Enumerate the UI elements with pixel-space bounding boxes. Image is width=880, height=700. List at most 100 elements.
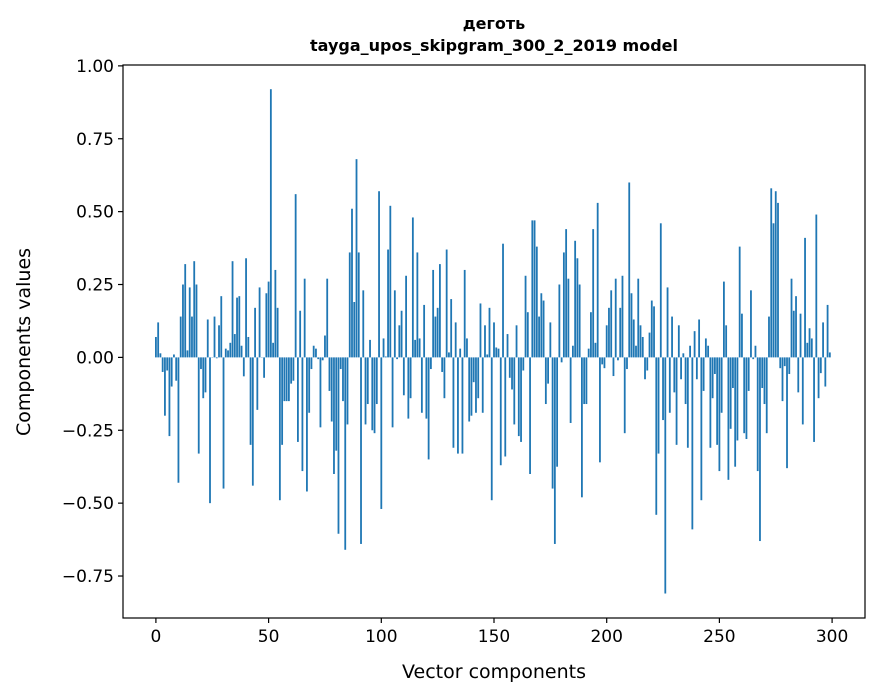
bar — [459, 349, 461, 358]
bar — [398, 325, 400, 357]
bar — [588, 349, 590, 358]
bar — [351, 209, 353, 358]
bar — [646, 357, 648, 370]
bar — [471, 357, 473, 415]
bar — [786, 357, 788, 468]
bar — [813, 357, 815, 442]
x-tick-label: 250 — [703, 627, 735, 647]
bar — [718, 357, 720, 471]
bar — [633, 319, 635, 357]
bar — [169, 357, 171, 436]
bar — [516, 325, 518, 357]
bar — [299, 311, 301, 358]
bar — [513, 357, 515, 424]
bar — [387, 250, 389, 358]
bar — [252, 357, 254, 485]
bar — [606, 325, 608, 357]
bar — [540, 293, 542, 357]
bar — [597, 203, 599, 358]
bar — [797, 357, 799, 392]
bar — [302, 357, 304, 471]
bar — [320, 357, 322, 427]
bar — [534, 220, 536, 357]
bar — [259, 287, 261, 357]
bar — [329, 357, 331, 391]
bar — [484, 325, 486, 357]
bar — [378, 191, 380, 357]
bar — [750, 290, 752, 357]
bar — [419, 338, 421, 357]
bar — [277, 308, 279, 358]
bar — [178, 357, 180, 482]
bar — [184, 264, 186, 357]
bar — [613, 357, 615, 376]
bar — [522, 357, 524, 370]
bar — [401, 311, 403, 358]
bar — [637, 279, 639, 358]
bar — [664, 357, 666, 593]
bar — [779, 357, 781, 368]
bar — [232, 261, 234, 357]
y-tick-label: 0.50 — [76, 203, 114, 223]
bar — [164, 357, 166, 415]
bar — [166, 357, 168, 370]
bar — [441, 357, 443, 372]
bar — [507, 334, 509, 357]
bar — [770, 188, 772, 357]
bar — [227, 350, 229, 357]
bar — [243, 357, 245, 376]
bar — [737, 357, 739, 440]
bar — [694, 331, 696, 357]
bar — [347, 357, 349, 424]
bar — [703, 357, 705, 391]
bar — [746, 357, 748, 439]
bar — [236, 298, 238, 358]
bar — [685, 357, 687, 404]
bar — [326, 279, 328, 358]
bar — [642, 337, 644, 357]
bar — [468, 357, 470, 421]
bar — [622, 276, 624, 358]
bar — [651, 301, 653, 358]
bar — [342, 357, 344, 401]
bar — [308, 357, 310, 412]
bar — [331, 357, 333, 421]
bar — [667, 287, 669, 357]
bar — [229, 343, 231, 358]
bar — [324, 336, 326, 358]
bar — [475, 357, 477, 412]
y-tick-label: 0.00 — [76, 348, 114, 368]
bar — [687, 357, 689, 447]
bar — [250, 357, 252, 444]
y-tick-label: −0.25 — [62, 421, 114, 441]
chart-title-line2: tayga_upos_skipgram_300_2_2019 model — [310, 36, 678, 55]
bar — [520, 357, 522, 442]
bar — [209, 357, 211, 503]
bar — [698, 319, 700, 357]
bar — [385, 357, 387, 358]
bar — [272, 343, 274, 358]
bar — [279, 357, 281, 500]
bar — [297, 357, 299, 442]
bar — [180, 317, 182, 358]
bar — [317, 357, 319, 359]
bar — [453, 357, 455, 447]
bar — [425, 357, 427, 418]
bar — [567, 279, 569, 358]
bar — [218, 325, 220, 357]
y-tick-label: 1.00 — [76, 57, 114, 77]
bar — [809, 328, 811, 357]
bar — [552, 357, 554, 488]
bar — [689, 346, 691, 358]
bar — [804, 238, 806, 358]
bar — [802, 357, 804, 424]
bar — [549, 322, 551, 357]
bar — [581, 357, 583, 497]
bar — [288, 357, 290, 401]
bar — [525, 276, 527, 358]
bar — [640, 325, 642, 357]
bar — [214, 317, 216, 358]
bar — [818, 357, 820, 398]
bar — [782, 357, 784, 401]
